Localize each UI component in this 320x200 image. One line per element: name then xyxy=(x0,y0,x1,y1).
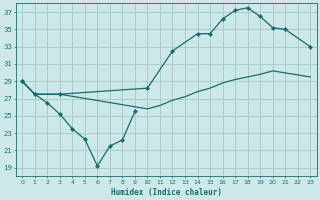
X-axis label: Humidex (Indice chaleur): Humidex (Indice chaleur) xyxy=(111,188,222,197)
